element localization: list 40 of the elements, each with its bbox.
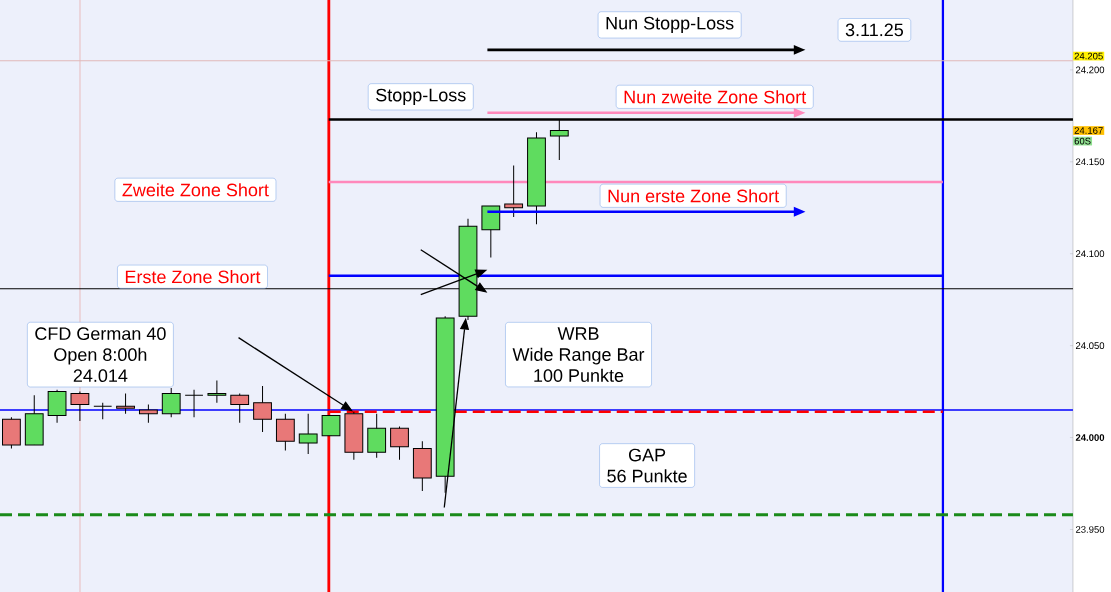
annotation: Stopp-Loss [376,88,466,105]
candlestick [298,413,318,455]
candlestick [138,403,158,424]
annotation: Erste Zone Short [125,270,261,284]
annotation: Nun Stopp-Loss [606,16,734,34]
candlestick [116,392,135,415]
candlestick [230,392,250,424]
annotation: Wide Range Bar [512,347,645,365]
annotation: 100 Punkte [534,368,624,382]
annotation: Zweite Zone Short [122,183,269,197]
annotation: GAP [628,448,666,462]
text: 60S [1074,137,1091,145]
candlestick [321,415,341,437]
annotation: Nun zweite Zone Short [624,90,807,104]
annotation: 56 Punkte [607,469,687,483]
annotation: Nun erste Zone Short [608,189,780,203]
annotation: Open 8:00h [54,347,147,365]
annotation: CFD German 40 [35,327,166,340]
y-tick-label: 24.050 [1075,342,1105,349]
text: 24.167 [1074,127,1103,134]
candlestick [207,380,227,404]
y-tick-label: 23.950 [1075,526,1105,533]
text: 24.205 [1074,52,1103,60]
annotation: WRB [557,327,599,340]
candlestick [47,389,67,424]
annotation: 24.014 [73,369,128,382]
candlestick [504,164,524,218]
candlestick [161,387,181,418]
y-tick-label: 24.200 [1075,66,1105,74]
candlestick [253,385,272,433]
candlestick [275,413,295,451]
y-tick-label: 24.150 [1075,158,1105,166]
candlestick [390,426,409,461]
y-tick-label: 24.100 [1075,250,1105,258]
candlestick [70,391,90,422]
y-tick-label: 24.000 [1075,434,1105,441]
candlestick [481,205,501,258]
annotation: 3.11.25 [845,23,904,37]
candlestick [184,389,204,418]
candlestick [367,413,387,459]
